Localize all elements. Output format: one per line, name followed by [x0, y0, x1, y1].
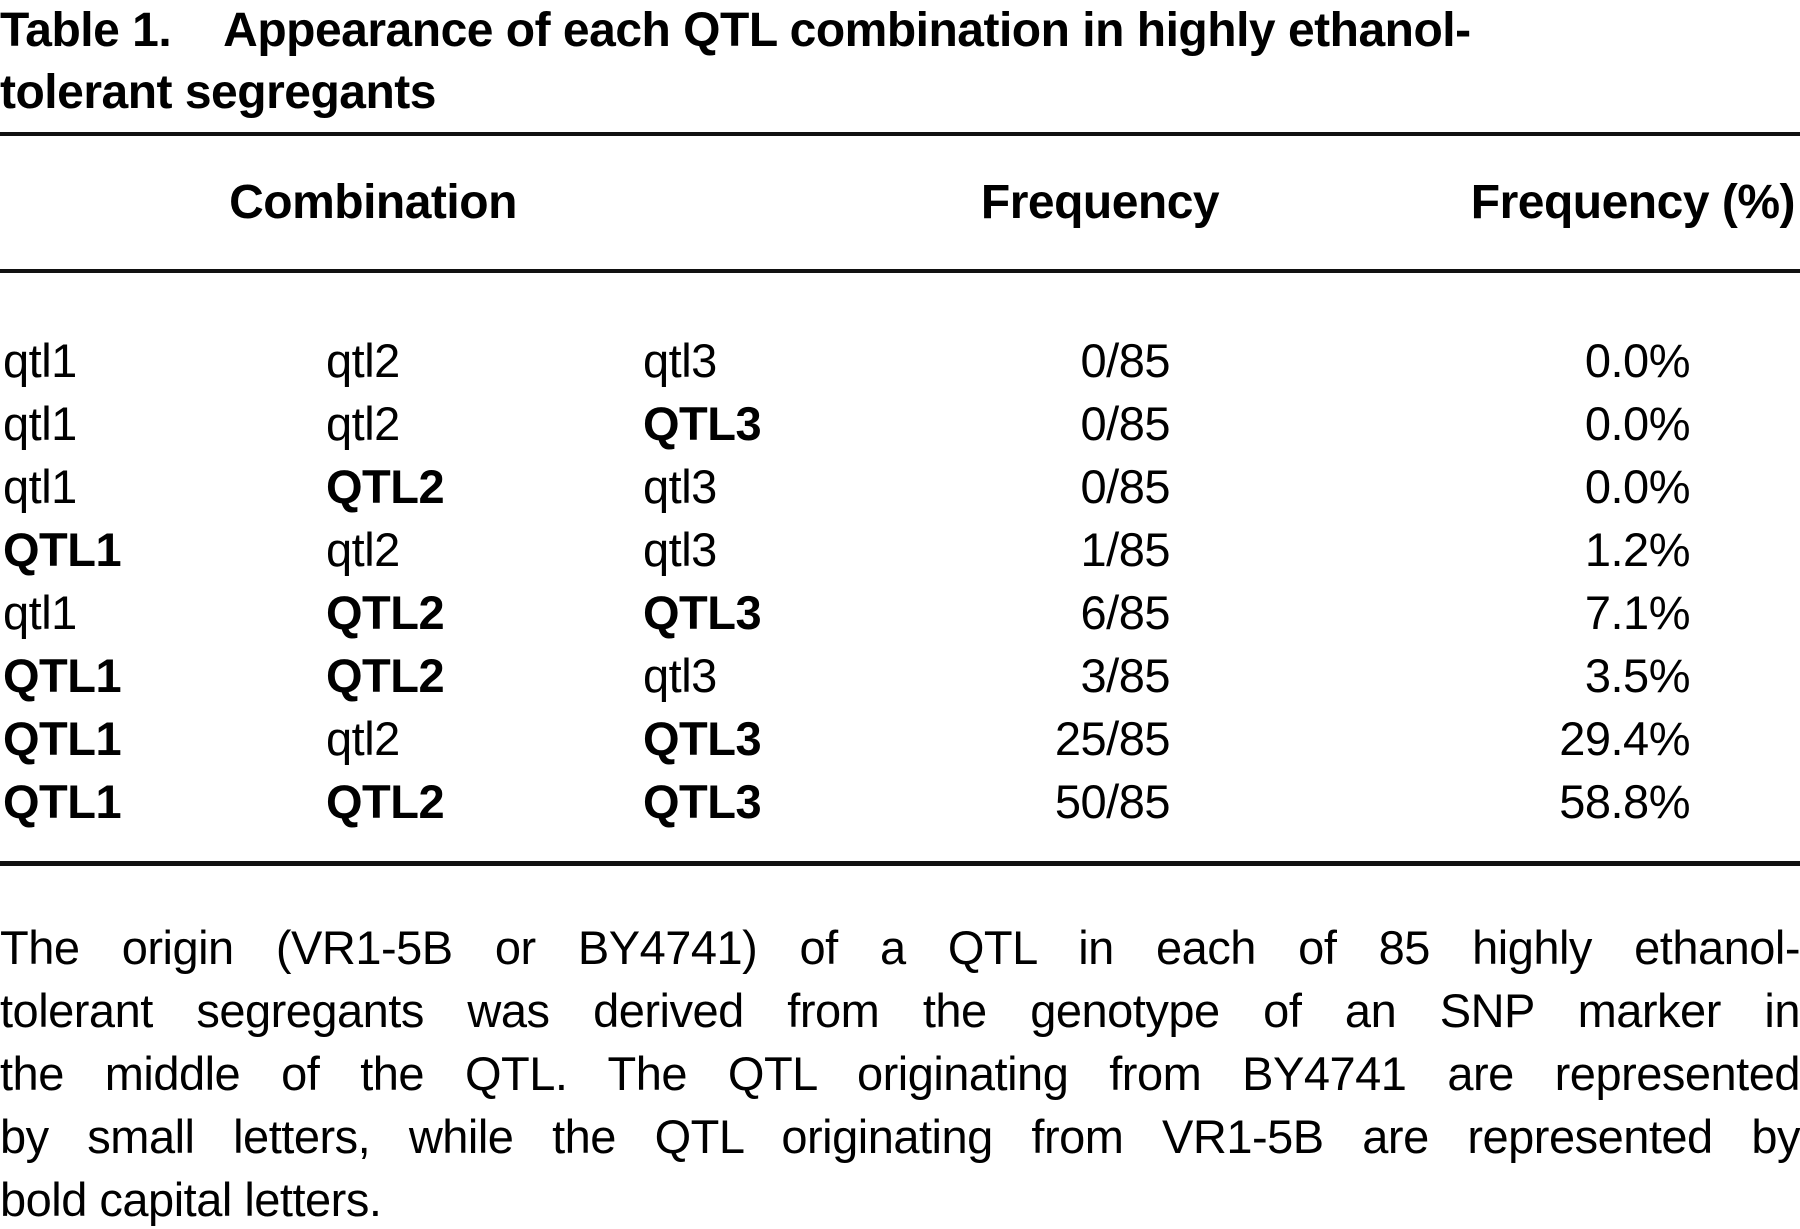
header-frequency-percent: Frequency (%): [1470, 176, 1796, 229]
qtl2-cell: qtl2: [326, 523, 400, 576]
qtl3-cell: QTL3: [643, 775, 762, 828]
qtl1-cell: QTL1: [3, 712, 122, 765]
frequency-cell: 0/85: [1080, 334, 1171, 387]
qtl3-cell: qtl3: [643, 460, 717, 513]
percent-cell: 7.1%: [1584, 586, 1691, 639]
qtl1-cell: qtl1: [3, 397, 77, 450]
qtl2-cell: QTL2: [326, 460, 445, 513]
table-row: qtl1 QTL2 QTL3 6/85 7.1%: [0, 581, 1800, 644]
top-rule: [0, 132, 1800, 136]
header-combination: Combination: [229, 176, 517, 229]
title-line-1: Table 1. Appearance of each QTL combinati…: [0, 0, 1800, 62]
frequency-cell: 0/85: [1080, 397, 1171, 450]
footnote: The origin (VR1-5B or BY4741) of a QTL i…: [0, 916, 1800, 1229]
qtl2-cell: qtl2: [326, 397, 400, 450]
percent-cell: 0.0%: [1584, 397, 1691, 450]
percent-cell: 0.0%: [1584, 460, 1691, 513]
qtl1-cell: qtl1: [3, 586, 77, 639]
qtl2-cell: QTL2: [326, 649, 445, 702]
footnote-line: bold capital letters.: [0, 1173, 382, 1226]
row-spacer: [1690, 581, 1800, 644]
footnote-line: The origin (VR1-5B or BY4741) of a QTL i…: [0, 921, 1800, 974]
table-row: QTL1 QTL2 QTL3 50/85 58.8%: [0, 770, 1800, 833]
frequency-cell: 0/85: [1080, 460, 1171, 513]
row-spacer: [1690, 770, 1800, 833]
frequency-cell: 25/85: [1054, 712, 1171, 765]
qtl2-cell: QTL2: [326, 586, 445, 639]
table-number-label: Table 1.: [0, 4, 172, 57]
page-title: Table 1. Appearance of each QTL combinati…: [0, 0, 1800, 124]
table-row: QTL1 qtl2 QTL3 25/85 29.4%: [0, 707, 1800, 770]
table-row: QTL1 QTL2 qtl3 3/85 3.5%: [0, 644, 1800, 707]
qtl3-cell: qtl3: [643, 334, 717, 387]
row-spacer: [1690, 455, 1800, 518]
qtl1-cell: qtl1: [3, 460, 77, 513]
qtl3-cell: qtl3: [643, 523, 717, 576]
qtl2-cell: qtl2: [326, 712, 400, 765]
header-rule: [0, 269, 1800, 273]
qtl1-cell: qtl1: [3, 334, 77, 387]
percent-cell: 0.0%: [1584, 334, 1691, 387]
percent-cell: 58.8%: [1559, 775, 1690, 828]
title-text: Appearance of each QTL combination in hi…: [223, 4, 1471, 57]
qtl3-cell: qtl3: [643, 649, 717, 702]
table-header-row: Combination Frequency Frequency (%): [0, 136, 1800, 269]
table-row: qtl1 qtl2 qtl3 0/85 0.0%: [0, 329, 1800, 392]
qtl1-cell: QTL1: [3, 775, 122, 828]
header-frequency: Frequency: [980, 176, 1220, 229]
table-body: qtl1 qtl2 qtl3 0/85 0.0% qtl1 qtl2 QTL3 …: [0, 329, 1800, 833]
frequency-cell: 1/85: [1080, 523, 1171, 576]
frequency-cell: 3/85: [1080, 649, 1171, 702]
qtl1-cell: QTL1: [3, 649, 122, 702]
title-line-2: tolerant segregants: [0, 66, 436, 119]
qtl3-cell: QTL3: [643, 586, 762, 639]
qtl3-cell: QTL3: [643, 397, 762, 450]
qtl2-cell: QTL2: [326, 775, 445, 828]
qtl2-cell: qtl2: [326, 334, 400, 387]
table-row: qtl1 QTL2 qtl3 0/85 0.0%: [0, 455, 1800, 518]
footnote-line: the middle of the QTL. The QTL originati…: [0, 1047, 1800, 1100]
row-spacer: [1690, 518, 1800, 581]
frequency-cell: 50/85: [1054, 775, 1171, 828]
row-spacer: [1690, 644, 1800, 707]
table-row: QTL1 qtl2 qtl3 1/85 1.2%: [0, 518, 1800, 581]
qtl1-cell: QTL1: [3, 523, 122, 576]
percent-cell: 1.2%: [1584, 523, 1691, 576]
bottom-rule: [0, 861, 1800, 866]
row-spacer: [1690, 707, 1800, 770]
footnote-line: by small letters, while the QTL originat…: [0, 1110, 1800, 1163]
frequency-cell: 6/85: [1080, 586, 1171, 639]
table-row: qtl1 qtl2 QTL3 0/85 0.0%: [0, 392, 1800, 455]
percent-cell: 29.4%: [1559, 712, 1690, 765]
qtl3-cell: QTL3: [643, 712, 762, 765]
footnote-line: tolerant segregants was derived from the…: [0, 984, 1800, 1037]
percent-cell: 3.5%: [1584, 649, 1691, 702]
row-spacer: [1690, 329, 1800, 392]
row-spacer: [1690, 392, 1800, 455]
